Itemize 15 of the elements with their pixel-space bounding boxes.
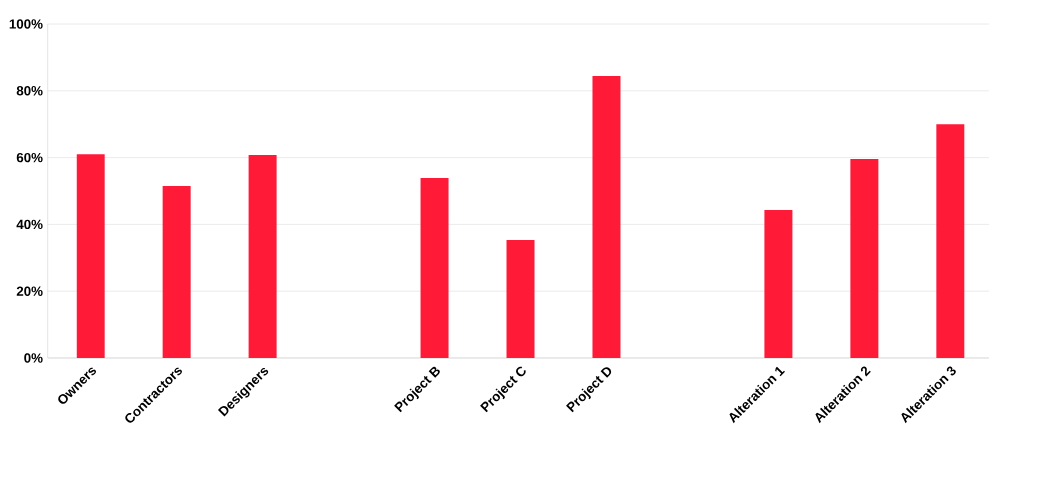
y-tick-label: 60% — [16, 152, 43, 163]
y-tick-label: 40% — [16, 219, 43, 230]
bar — [506, 240, 535, 358]
bar — [936, 124, 965, 358]
bar — [850, 158, 879, 358]
bar — [248, 154, 277, 358]
bar — [420, 177, 449, 358]
bar — [592, 76, 621, 358]
y-tick-label: 0% — [24, 353, 43, 363]
y-tick-label: 20% — [16, 286, 43, 296]
y-tick-label: 100% — [9, 19, 43, 29]
bar — [162, 185, 191, 358]
bar — [764, 210, 793, 358]
bar — [76, 154, 105, 358]
y-tick-label: 80% — [16, 86, 43, 96]
